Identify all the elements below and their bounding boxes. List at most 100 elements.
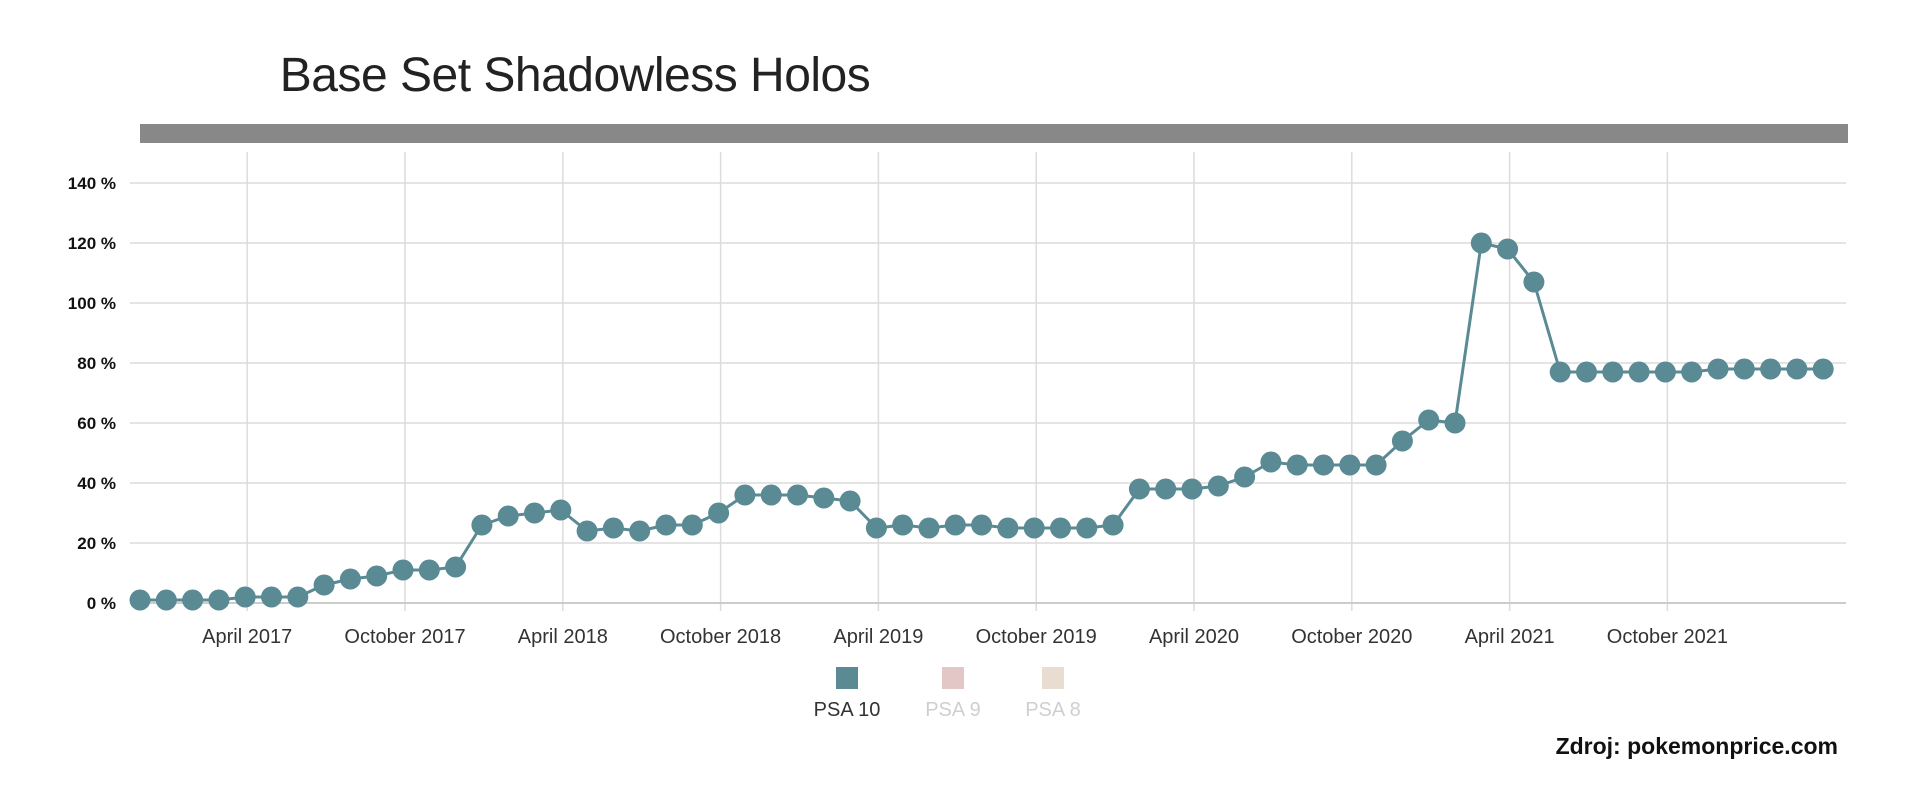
data-point[interactable]: [1286, 454, 1308, 476]
data-point[interactable]: [392, 559, 414, 581]
data-point[interactable]: [629, 520, 651, 542]
x-tick-label: October 2018: [660, 626, 781, 648]
data-point[interactable]: [445, 556, 467, 578]
data-point[interactable]: [1576, 361, 1597, 383]
data-point[interactable]: [708, 502, 730, 524]
y-tick-label: 40 %: [77, 474, 116, 493]
legend-label-psa8: PSA 8: [1025, 699, 1081, 721]
x-tick-label: April 2020: [1149, 626, 1239, 648]
x-tick-label: October 2020: [1291, 626, 1412, 648]
data-point[interactable]: [918, 517, 940, 539]
source-credit: Zdroj: pokemonprice.com: [1555, 733, 1838, 759]
data-point[interactable]: [1207, 475, 1229, 497]
x-tick-label: October 2017: [344, 626, 465, 648]
data-point[interactable]: [576, 520, 598, 542]
x-tick-label: April 2018: [518, 626, 608, 648]
data-point[interactable]: [129, 589, 151, 611]
chart-title: Base Set Shadowless Holos: [279, 49, 871, 102]
data-point[interactable]: [524, 502, 545, 524]
data-point[interactable]: [1181, 478, 1203, 500]
data-point[interactable]: [1155, 478, 1177, 500]
data-point[interactable]: [208, 589, 230, 611]
data-point[interactable]: [1523, 271, 1545, 293]
data-point[interactable]: [339, 568, 361, 590]
data-point[interactable]: [1339, 454, 1361, 476]
y-tick-label: 100 %: [68, 294, 116, 313]
y-tick-label: 120 %: [68, 234, 116, 253]
data-point[interactable]: [1391, 430, 1413, 452]
data-point[interactable]: [1076, 517, 1098, 539]
data-point[interactable]: [602, 517, 624, 539]
data-point[interactable]: [971, 514, 993, 536]
x-tick-label: October 2019: [976, 626, 1097, 648]
data-point[interactable]: [1549, 361, 1571, 383]
y-tick-label: 140 %: [68, 174, 116, 193]
data-point[interactable]: [760, 484, 782, 506]
x-tick-label: April 2021: [1465, 626, 1555, 648]
legend-label-psa9: PSA 9: [925, 699, 981, 721]
data-point[interactable]: [1654, 361, 1676, 383]
x-tick-label: October 2021: [1607, 626, 1728, 648]
data-point[interactable]: [892, 514, 914, 536]
data-point[interactable]: [261, 586, 282, 608]
data-point[interactable]: [655, 514, 677, 536]
data-point[interactable]: [1733, 358, 1755, 380]
data-point[interactable]: [1681, 361, 1703, 383]
data-point[interactable]: [550, 499, 572, 521]
legend-swatch-psa10: [836, 667, 858, 689]
data-point[interactable]: [1313, 454, 1334, 476]
legend-label-psa10: PSA 10: [813, 699, 881, 721]
data-point[interactable]: [313, 574, 335, 596]
legend-swatch-psa9: [942, 667, 964, 689]
data-point[interactable]: [1444, 412, 1466, 434]
data-point[interactable]: [1050, 517, 1071, 539]
legend-swatch-psa8: [1042, 667, 1064, 689]
data-point[interactable]: [1786, 358, 1808, 380]
data-point[interactable]: [813, 487, 835, 509]
data-point[interactable]: [155, 589, 177, 611]
data-points-layer: [129, 232, 1834, 611]
x-tick-label: April 2017: [202, 626, 292, 648]
legend-item-psa8[interactable]: PSA 8: [993, 667, 1113, 722]
data-point[interactable]: [734, 484, 756, 506]
data-point[interactable]: [1470, 232, 1492, 254]
data-point[interactable]: [1234, 466, 1256, 488]
data-point[interactable]: [366, 565, 388, 587]
data-point[interactable]: [418, 559, 440, 581]
series-line-layer: [140, 241, 1824, 602]
data-point[interactable]: [1023, 517, 1045, 539]
y-tick-label: 0 %: [87, 594, 116, 613]
title-bar: [140, 124, 1848, 143]
data-point[interactable]: [1812, 358, 1834, 380]
data-point[interactable]: [944, 514, 966, 536]
data-point[interactable]: [1128, 478, 1150, 500]
data-point[interactable]: [182, 589, 204, 611]
data-point[interactable]: [234, 586, 256, 608]
data-point[interactable]: [1602, 361, 1624, 383]
axis-layer: 0 % 20 % 40 % 60 % 80 % 100 % 120 % 140 % April …: [68, 174, 1846, 648]
series-line-psa10: [140, 241, 1824, 602]
y-tick-label: 80 %: [77, 354, 116, 373]
data-point[interactable]: [287, 586, 309, 608]
data-point[interactable]: [1102, 514, 1124, 536]
data-point[interactable]: [1497, 238, 1519, 260]
data-point[interactable]: [1628, 361, 1650, 383]
data-point[interactable]: [1760, 358, 1782, 380]
y-tick-label: 20 %: [77, 534, 116, 553]
data-point[interactable]: [1365, 454, 1387, 476]
data-point[interactable]: [471, 514, 493, 536]
data-point[interactable]: [787, 484, 808, 506]
legend-item-psa10[interactable]: PSA 10: [787, 667, 907, 722]
data-point[interactable]: [1260, 451, 1282, 473]
legend-item-psa9[interactable]: PSA 9: [893, 667, 1013, 722]
y-tick-label: 60 %: [77, 414, 116, 433]
data-point[interactable]: [1418, 409, 1440, 431]
data-point[interactable]: [865, 517, 887, 539]
data-point[interactable]: [497, 505, 519, 527]
data-point[interactable]: [1707, 358, 1729, 380]
x-tick-label: April 2019: [833, 626, 923, 648]
data-point[interactable]: [997, 517, 1019, 539]
data-point[interactable]: [681, 514, 703, 536]
data-point[interactable]: [839, 490, 861, 512]
